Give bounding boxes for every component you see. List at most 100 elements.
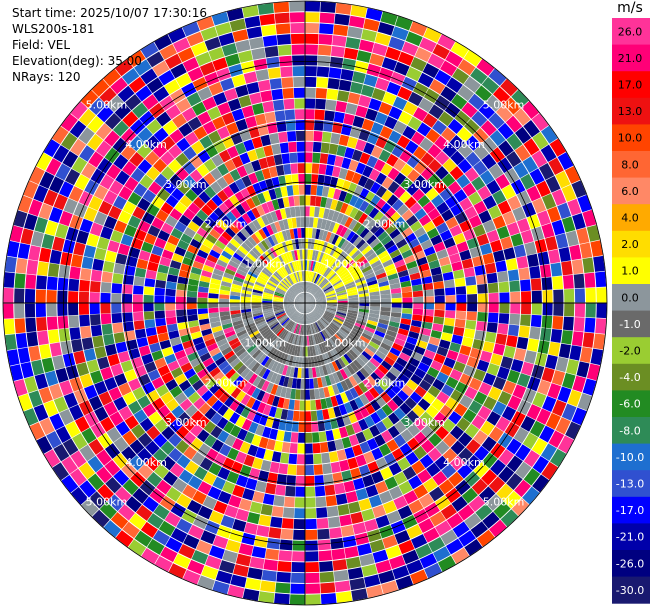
gate-cell bbox=[293, 261, 299, 272]
gate-cell bbox=[418, 518, 435, 534]
gate-cell bbox=[473, 144, 489, 160]
gate-cell bbox=[537, 251, 550, 266]
gate-cell bbox=[305, 475, 315, 486]
gate-cell bbox=[351, 149, 363, 162]
gate-cell bbox=[255, 337, 265, 347]
gate-cell bbox=[453, 403, 468, 417]
gate-cell bbox=[110, 512, 129, 530]
gate-cell bbox=[435, 426, 449, 440]
gate-cell bbox=[388, 130, 402, 144]
range-ring-label: 3.00km bbox=[403, 178, 445, 191]
gate-cell bbox=[322, 284, 332, 291]
gate-cell bbox=[434, 295, 445, 303]
gate-cell bbox=[313, 378, 319, 389]
gate-cell bbox=[131, 356, 144, 369]
gate-cell bbox=[343, 192, 353, 204]
gate-cell bbox=[413, 160, 428, 175]
range-ring-label: 5.00km bbox=[86, 496, 128, 509]
gate-cell bbox=[423, 373, 436, 385]
gate-cell bbox=[299, 411, 305, 422]
field-label: Field: VEL bbox=[12, 38, 71, 52]
gate-cell bbox=[242, 488, 255, 501]
gate-cell bbox=[248, 373, 258, 385]
gate-cell bbox=[350, 330, 361, 338]
gate-cell bbox=[240, 200, 251, 213]
gate-cell bbox=[295, 297, 305, 303]
gate-cell bbox=[182, 57, 200, 72]
gate-cell bbox=[410, 373, 423, 385]
gate-cell bbox=[78, 127, 95, 145]
gate-cell bbox=[305, 303, 312, 312]
gate-cell bbox=[413, 107, 428, 122]
gate-cell bbox=[311, 285, 319, 295]
gate-cell bbox=[193, 126, 208, 140]
gate-cell bbox=[131, 237, 144, 250]
gate-cell bbox=[217, 190, 229, 203]
gate-cell bbox=[481, 153, 497, 170]
gate-cell bbox=[145, 456, 161, 472]
gate-cell bbox=[197, 415, 210, 429]
gate-cell bbox=[325, 291, 336, 297]
gate-cell bbox=[291, 285, 299, 295]
gate-cell bbox=[196, 227, 209, 239]
colorbar-segment bbox=[612, 177, 650, 205]
gate-cell bbox=[307, 357, 312, 368]
gate-cell bbox=[244, 255, 255, 265]
gate-cell bbox=[79, 373, 94, 388]
gate-cell bbox=[110, 77, 128, 95]
gate-cell bbox=[128, 348, 141, 360]
gate-cell bbox=[462, 409, 477, 423]
gate-cell bbox=[442, 142, 457, 158]
gate-cell bbox=[337, 306, 348, 310]
gate-cell bbox=[295, 298, 305, 303]
gate-cell bbox=[305, 152, 313, 163]
gate-cell bbox=[436, 249, 449, 260]
gate-cell bbox=[313, 453, 322, 465]
gate-cell bbox=[254, 283, 265, 290]
gate-cell bbox=[408, 238, 420, 249]
gate-cell bbox=[283, 303, 294, 306]
gate-cell bbox=[159, 339, 172, 350]
gate-cell bbox=[315, 87, 328, 99]
gate-cell bbox=[337, 303, 348, 306]
gate-cell bbox=[375, 457, 389, 470]
gate-cell bbox=[345, 170, 355, 182]
gate-cell bbox=[169, 173, 183, 188]
colorbar-segment bbox=[612, 257, 650, 285]
gate-cell bbox=[465, 135, 481, 151]
gate-cell bbox=[486, 179, 501, 195]
gate-cell bbox=[255, 260, 265, 269]
gate-cell bbox=[347, 567, 364, 580]
gate-cell bbox=[164, 79, 181, 95]
range-ring-label: 2.00km bbox=[205, 376, 247, 389]
gate-cell bbox=[279, 282, 288, 291]
gate-cell bbox=[302, 314, 305, 325]
gate-cell bbox=[191, 41, 208, 57]
gate-cell bbox=[441, 463, 457, 479]
gate-cell bbox=[137, 463, 154, 480]
gate-cell bbox=[326, 296, 337, 300]
gate-cell bbox=[389, 282, 401, 290]
gate-cell bbox=[488, 205, 502, 220]
gate-cell bbox=[248, 467, 261, 480]
gate-cell bbox=[366, 219, 377, 231]
gate-cell bbox=[297, 152, 305, 163]
gate-cell bbox=[105, 343, 117, 356]
gate-cell bbox=[204, 338, 216, 347]
gate-cell bbox=[305, 303, 316, 306]
gate-cell bbox=[120, 144, 136, 161]
gate-cell bbox=[495, 416, 511, 432]
gate-cell bbox=[427, 447, 442, 462]
gate-cell bbox=[405, 215, 418, 227]
gate-cell bbox=[364, 326, 376, 334]
gate-cell bbox=[401, 209, 414, 222]
gate-cell bbox=[278, 131, 288, 143]
gate-cell bbox=[201, 565, 219, 580]
gate-cell bbox=[191, 451, 205, 466]
gate-cell bbox=[305, 295, 313, 303]
gate-cell bbox=[334, 333, 343, 343]
gate-cell bbox=[273, 495, 285, 507]
gate-cell bbox=[386, 510, 402, 524]
gate-cell bbox=[213, 500, 228, 515]
gate-cell bbox=[224, 330, 236, 338]
